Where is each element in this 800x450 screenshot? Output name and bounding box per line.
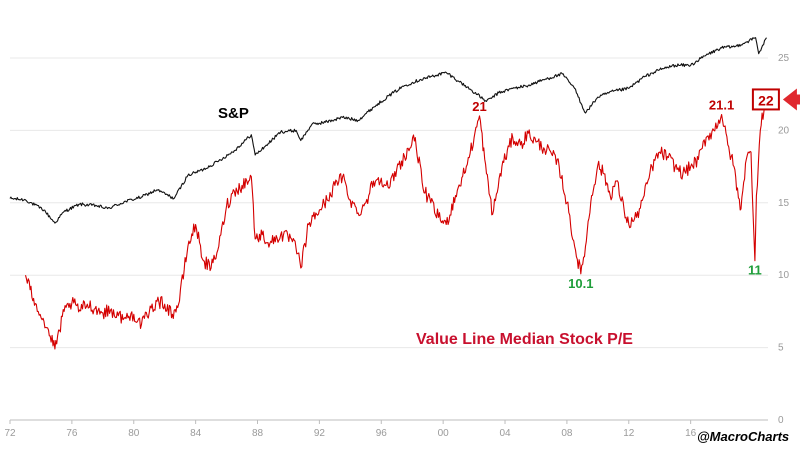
sp-series-label: S&P [218, 105, 249, 122]
series-layer [9, 37, 767, 350]
y-tick-label: 15 [778, 198, 790, 209]
x-tick-label: 88 [252, 428, 264, 439]
high-annotation-label: 21.1 [709, 97, 734, 112]
x-tick-label: 04 [499, 428, 511, 439]
x-tick-label: 72 [4, 428, 16, 439]
axis-layer: 0 5 10 15 20 25 72 76 80 84 88 92 96 00 04 08 12 16 [4, 53, 789, 439]
watermark-label: @MacroCharts [697, 429, 789, 444]
grid-layer [10, 57, 768, 349]
x-tick-label: 84 [190, 428, 202, 439]
x-tick-label: 80 [128, 428, 140, 439]
pe-series-label: Value Line Median Stock P/E [416, 331, 633, 348]
x-tick-label: 16 [685, 428, 697, 439]
annotation-layer: 21 21.1 10.1 11 22 [472, 88, 800, 291]
callout-arrow [782, 88, 800, 111]
y-tick-label: 20 [778, 125, 790, 136]
y-tick-label: 0 [778, 415, 784, 426]
y-tick-label: 25 [778, 53, 790, 64]
x-tick-label: 92 [314, 428, 326, 439]
low-annotation-label: 10.1 [568, 276, 593, 291]
low-annotation-label: 11 [748, 263, 762, 278]
y-tick-label: 5 [778, 343, 784, 354]
y-tick-label: 10 [778, 270, 790, 281]
pe-series-line [24, 101, 766, 350]
x-tick-label: 00 [438, 428, 450, 439]
callout-label: 22 [758, 92, 774, 108]
x-tick-label: 96 [376, 428, 388, 439]
x-tick-label: 12 [623, 428, 635, 439]
high-annotation-label: 21 [472, 99, 486, 114]
callout-box [751, 88, 780, 111]
x-tick-label: 08 [561, 428, 573, 439]
x-tick-label: 76 [66, 428, 78, 439]
sp-series-line [9, 37, 767, 224]
